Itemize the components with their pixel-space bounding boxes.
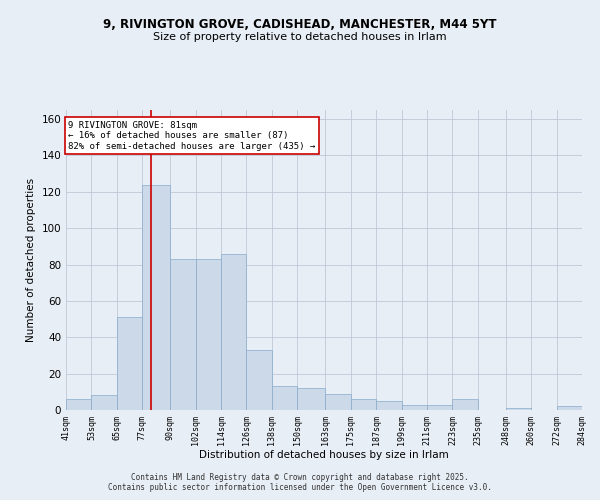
Bar xyxy=(142,184,170,410)
Bar xyxy=(325,394,350,410)
X-axis label: Distribution of detached houses by size in Irlam: Distribution of detached houses by size … xyxy=(199,450,449,460)
Bar xyxy=(91,396,117,410)
Bar xyxy=(452,399,478,410)
Bar xyxy=(247,350,272,410)
Bar xyxy=(401,404,427,410)
Bar xyxy=(350,399,376,410)
Text: Size of property relative to detached houses in Irlam: Size of property relative to detached ho… xyxy=(153,32,447,42)
Bar xyxy=(170,259,196,410)
Y-axis label: Number of detached properties: Number of detached properties xyxy=(26,178,36,342)
Bar xyxy=(221,254,247,410)
Bar xyxy=(117,318,142,410)
Bar xyxy=(272,386,298,410)
Text: 9, RIVINGTON GROVE, CADISHEAD, MANCHESTER, M44 5YT: 9, RIVINGTON GROVE, CADISHEAD, MANCHESTE… xyxy=(103,18,497,30)
Bar xyxy=(298,388,325,410)
Text: 9 RIVINGTON GROVE: 81sqm
← 16% of detached houses are smaller (87)
82% of semi-d: 9 RIVINGTON GROVE: 81sqm ← 16% of detach… xyxy=(68,121,316,150)
Bar xyxy=(506,408,531,410)
Bar xyxy=(196,259,221,410)
Bar xyxy=(557,406,582,410)
Bar xyxy=(376,401,401,410)
Bar xyxy=(66,399,91,410)
Text: Contains HM Land Registry data © Crown copyright and database right 2025.
Contai: Contains HM Land Registry data © Crown c… xyxy=(108,473,492,492)
Bar xyxy=(427,404,452,410)
